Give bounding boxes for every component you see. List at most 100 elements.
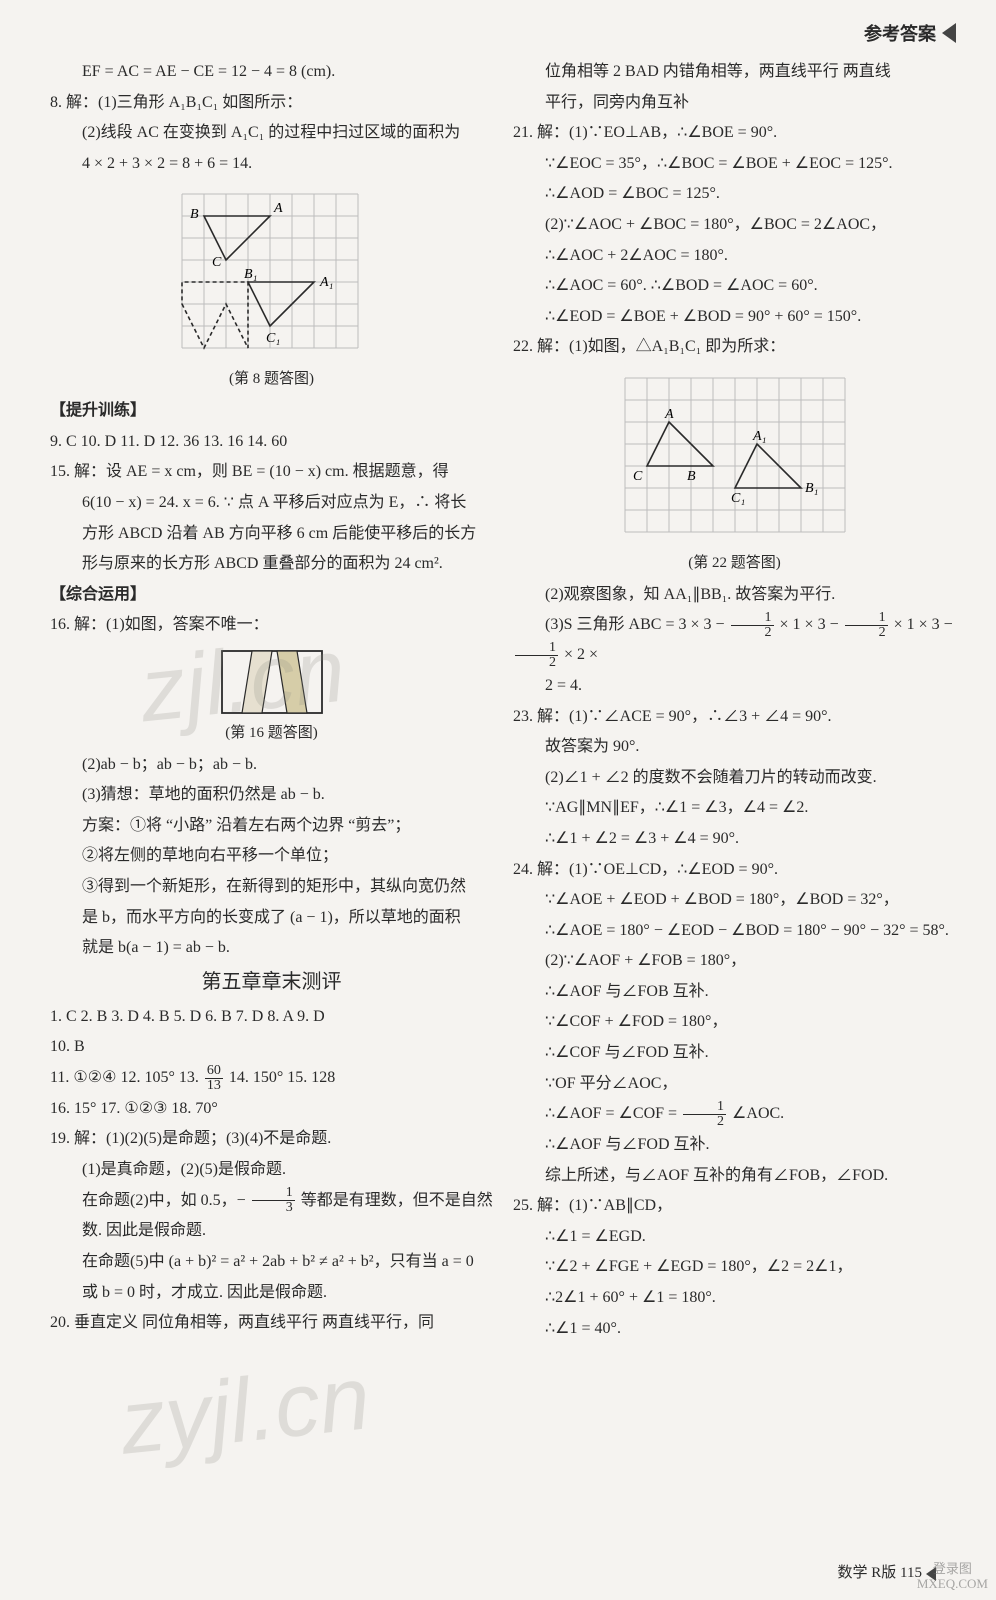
line: 6(10 − x) = 24. x = 6. ∵ 点 A 平移后对应点为 E，∴… xyxy=(50,488,493,518)
line: ∴∠AOC + 2∠AOC = 180°. xyxy=(513,241,956,271)
line: 19. 解：(1)(2)(5)是命题；(3)(4)不是命题. xyxy=(50,1124,493,1154)
line: ∵∠EOC = 35°，∴∠BOC = ∠BOE + ∠EOC = 125°. xyxy=(513,149,956,179)
line: 9. C 10. D 11. D 12. 36 13. 16 14. 60 xyxy=(50,427,493,457)
line: 就是 b(a − 1) = ab − b. xyxy=(50,933,493,963)
line: 11. ①②④ 12. 105° 13. 6013 14. 150° 15. 1… xyxy=(50,1063,493,1093)
line: ∴∠AOE = 180° − ∠EOD − ∠BOD = 180° − 90° … xyxy=(513,916,956,946)
line: (2)线段 AC 在变换到 A₁C₁ 的过程中扫过区域的面积为 xyxy=(50,118,493,148)
line: ∴∠1 = 40°. xyxy=(513,1314,956,1344)
line: 16. 解：(1)如图，答案不唯一： xyxy=(50,610,493,640)
line: ∵OF 平分∠AOC， xyxy=(513,1069,956,1099)
figure-8-caption: (第 8 题答图) xyxy=(229,366,314,394)
figure-22: A C B A₁ C₁ B₁ (第 22 题答图) xyxy=(513,368,956,578)
line: ∴∠AOC = 60°. ∴∠BOD = ∠AOC = 60°. xyxy=(513,271,956,301)
line: 综上所述，与∠AOF 互补的角有∠FOB，∠FOD. xyxy=(513,1161,956,1191)
line: 数. 因此是假命题. xyxy=(50,1216,493,1246)
line: (2)∵∠AOC + ∠BOC = 180°，∠BOC = 2∠AOC， xyxy=(513,210,956,240)
line: 23. 解：(1)∵∠ACE = 90°，∴∠3 + ∠4 = 90°. xyxy=(513,702,956,732)
line: 20. 垂直定义 同位角相等，两直线平行 两直线平行，同 xyxy=(50,1308,493,1338)
line: ∴∠EOD = ∠BOE + ∠BOD = 90° + 60° = 150°. xyxy=(513,302,956,332)
fraction-1-2b: 12 xyxy=(845,611,888,640)
svg-text:B₁: B₁ xyxy=(805,481,818,496)
svg-text:B: B xyxy=(190,207,199,222)
line: ∴∠AOF 与∠FOD 互补. xyxy=(513,1130,956,1160)
svg-text:C₁: C₁ xyxy=(266,331,280,346)
line: 16. 15° 17. ①②③ 18. 70° xyxy=(50,1094,493,1124)
svg-text:B: B xyxy=(687,469,696,484)
line: 方案：①将 “小路” 沿着左右两个边界 “剪去”； xyxy=(50,811,493,841)
line: EF = AC = AE − CE = 12 − 4 = 8 (cm). xyxy=(50,57,493,87)
line: (3)猜想：草地的面积仍然是 ab − b. xyxy=(50,780,493,810)
line: 方形 ABCD 沿着 AB 方向平移 6 cm 后能使平移后的长方 xyxy=(50,519,493,549)
section-heading: 【提升训练】 xyxy=(50,396,493,426)
line: 平行，同旁内角互补 xyxy=(513,88,956,118)
two-column-layout: EF = AC = AE − CE = 12 − 4 = 8 (cm). 8. … xyxy=(50,56,956,1344)
svg-text:C: C xyxy=(633,469,643,484)
svg-text:A₁: A₁ xyxy=(319,275,333,290)
line: 15. 解：设 AE = x cm，则 BE = (10 − x) cm. 根据… xyxy=(50,457,493,487)
figure-8: B A C B₁ A₁ C₁ (第 8 题答图) xyxy=(50,184,493,394)
footer-badge: 登录图 MXEQ.COM xyxy=(917,1561,988,1592)
line: (2)观察图象，知 AA₁∥BB₁. 故答案为平行. xyxy=(513,580,956,610)
text: ∠AOC. xyxy=(732,1105,784,1122)
text: × 1 × 3 − xyxy=(780,616,843,633)
text: 14. 150° 15. 128 xyxy=(229,1069,335,1086)
line: ∵AG∥MN∥EF，∴∠1 = ∠3，∠4 = ∠2. xyxy=(513,793,956,823)
line: 是 b，而水平方向的长变成了 (a − 1)，所以草地的面积 xyxy=(50,903,493,933)
line: 25. 解：(1)∵AB∥CD， xyxy=(513,1191,956,1221)
line: (2)∠1 + ∠2 的度数不会随着刀片的转动而改变. xyxy=(513,763,956,793)
line: (1)是真命题，(2)(5)是假命题. xyxy=(50,1155,493,1185)
fraction-1-2c: 12 xyxy=(515,641,558,670)
line: ∴∠1 + ∠2 = ∠3 + ∠4 = 90°. xyxy=(513,824,956,854)
chapter-title: 第五章章末测评 xyxy=(50,964,493,1001)
line: 故答案为 90°. xyxy=(513,732,956,762)
figure-16: (第 16 题答图) xyxy=(50,646,493,748)
svg-text:A₁: A₁ xyxy=(752,429,766,444)
line: ∵∠COF + ∠FOD = 180°， xyxy=(513,1007,956,1037)
svg-text:A: A xyxy=(273,201,283,216)
line: ②将左侧的草地向右平移一个单位； xyxy=(50,841,493,871)
figure-22-caption: (第 22 题答图) xyxy=(688,550,781,578)
figure-22-svg: A C B A₁ C₁ B₁ xyxy=(615,368,855,548)
svg-text:A: A xyxy=(664,407,674,422)
figure-8-svg: B A C B₁ A₁ C₁ xyxy=(172,184,372,364)
fraction-60-13: 6013 xyxy=(205,1064,223,1093)
fraction-1-3: 13 xyxy=(252,1186,295,1215)
line: 1. C 2. B 3. D 4. B 5. D 6. B 7. D 8. A … xyxy=(50,1002,493,1032)
svg-text:C₁: C₁ xyxy=(731,491,745,506)
line: ∴∠AOF = ∠COF = 12 ∠AOC. xyxy=(513,1099,956,1129)
text: (3)S 三角形 ABC = 3 × 3 − xyxy=(545,616,729,633)
section-heading: 【综合运用】 xyxy=(50,580,493,610)
figure-16-caption: (第 16 题答图) xyxy=(225,720,318,748)
line: ∴∠AOD = ∠BOC = 125°. xyxy=(513,179,956,209)
line: 在命题(2)中，如 0.5，− 13 等都是有理数，但不是自然 xyxy=(50,1186,493,1216)
svg-text:B₁: B₁ xyxy=(244,267,257,282)
line: ∴2∠1 + 60° + ∠1 = 180°. xyxy=(513,1283,956,1313)
text: 等都是有理数，但不是自然 xyxy=(301,1192,493,1209)
line: 形与原来的长方形 ABCD 重叠部分的面积为 24 cm². xyxy=(50,549,493,579)
line: ③得到一个新矩形，在新得到的矩形中，其纵向宽仍然 xyxy=(50,872,493,902)
svg-text:C: C xyxy=(212,255,222,270)
figure-16-svg xyxy=(217,646,327,718)
right-column: 位角相等 2 BAD 内错角相等，两直线平行 两直线 平行，同旁内角互补 21.… xyxy=(513,56,956,1344)
line: 21. 解：(1)∵EO⊥AB，∴∠BOE = 90°. xyxy=(513,118,956,148)
line: (3)S 三角形 ABC = 3 × 3 − 12 × 1 × 3 − 12 ×… xyxy=(513,610,956,670)
text: 11. ①②④ 12. 105° 13. xyxy=(50,1069,203,1086)
line: 4 × 2 + 3 × 2 = 8 + 6 = 14. xyxy=(50,149,493,179)
line: 24. 解：(1)∵OE⊥CD，∴∠EOD = 90°. xyxy=(513,855,956,885)
page-header: 参考答案 xyxy=(50,20,956,46)
line: 8. 解：(1)三角形 A₁B₁C₁ 如图所示： xyxy=(50,88,493,118)
line: (2)∵∠AOF + ∠FOB = 180°， xyxy=(513,946,956,976)
text: × 1 × 3 − xyxy=(894,616,953,633)
line: 或 b = 0 时，才成立. 因此是假命题. xyxy=(50,1278,493,1308)
line: 10. B xyxy=(50,1032,493,1062)
line: ∴∠1 = ∠EGD. xyxy=(513,1222,956,1252)
line: 2 = 4. xyxy=(513,671,956,701)
line: 22. 解：(1)如图，△A₁B₁C₁ 即为所求： xyxy=(513,332,956,362)
fraction-1-2a: 12 xyxy=(731,611,774,640)
fraction-1-2d: 12 xyxy=(683,1100,726,1129)
line: ∴∠COF 与∠FOD 互补. xyxy=(513,1038,956,1068)
header-title: 参考答案 xyxy=(864,20,936,46)
header-arrow-icon xyxy=(942,23,956,43)
line: 位角相等 2 BAD 内错角相等，两直线平行 两直线 xyxy=(513,57,956,87)
